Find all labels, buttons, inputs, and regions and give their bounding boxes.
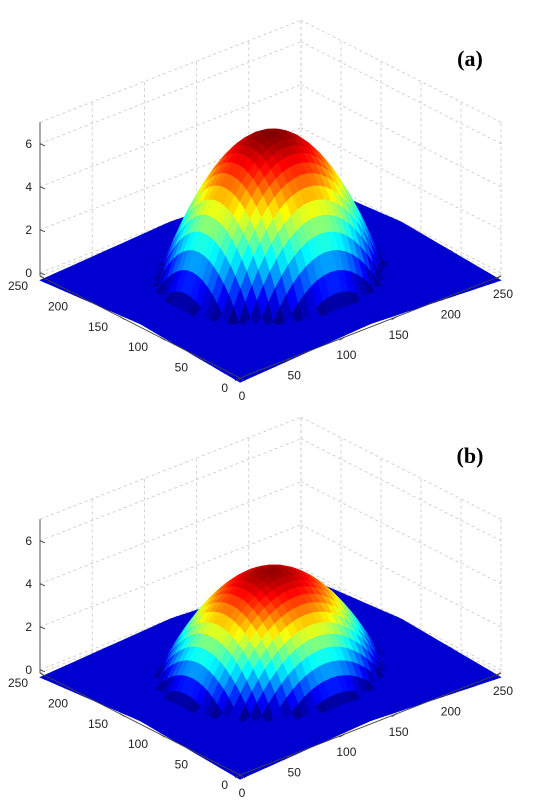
z-tick-label: 0 xyxy=(25,663,32,677)
x-tick-mark xyxy=(234,774,241,779)
wall-grid-line xyxy=(39,127,302,231)
wall-grid-line xyxy=(39,84,302,188)
z-tick-label: 6 xyxy=(25,534,32,548)
wall-grid-line xyxy=(300,19,502,123)
y-tick-label: 50 xyxy=(175,758,189,772)
wall-grid-line xyxy=(39,481,302,585)
wall-grid-line xyxy=(300,84,502,188)
panel-label: (b) xyxy=(457,443,484,468)
z-tick-label: 0 xyxy=(25,266,32,280)
y-tick-mark xyxy=(159,733,166,738)
z-tick-mark xyxy=(39,669,46,673)
x-tick-mark xyxy=(495,672,502,677)
z-tick-mark xyxy=(39,583,46,587)
axes xyxy=(39,122,502,379)
x-tick-label: 250 xyxy=(493,684,513,698)
x-tick-label: 50 xyxy=(288,766,302,780)
y-tick-mark xyxy=(239,377,246,382)
wall-grid-line xyxy=(39,19,302,123)
axes xyxy=(39,519,502,776)
wall-grid-line xyxy=(300,41,502,145)
wall-grid-line xyxy=(300,524,502,628)
y-tick-mark xyxy=(199,357,206,361)
x-tick-label: 200 xyxy=(441,307,461,321)
panel-label: (a) xyxy=(457,46,483,71)
y-tick-label: 50 xyxy=(175,361,189,375)
x-tick-mark xyxy=(286,357,293,361)
surface xyxy=(39,564,502,780)
wall-grid-line xyxy=(39,416,302,520)
y-tick-mark xyxy=(39,672,46,677)
z-tick-mark xyxy=(39,186,46,190)
x-axis-line xyxy=(239,275,502,379)
z-tick-label: 4 xyxy=(25,577,32,591)
z-tick-mark xyxy=(39,540,46,544)
x-tick-mark xyxy=(391,713,397,718)
y-tick-mark xyxy=(39,275,46,280)
y-tick-label: 100 xyxy=(128,737,148,751)
z-tick-label: 6 xyxy=(25,137,32,151)
x-axis-line xyxy=(239,672,502,776)
z-tick-mark xyxy=(39,626,46,630)
x-tick-label: 50 xyxy=(288,369,302,383)
x-tick-mark xyxy=(234,377,241,382)
x-tick-mark xyxy=(339,733,345,738)
y-tick-label: 200 xyxy=(48,696,68,710)
y-tick-mark xyxy=(159,336,166,341)
surface xyxy=(39,128,502,383)
x-tick-mark xyxy=(391,316,397,321)
wall-grid-line xyxy=(300,481,502,585)
x-tick-mark xyxy=(443,693,450,697)
x-tick-mark xyxy=(339,336,345,341)
x-tick-mark xyxy=(443,296,450,300)
y-tick-label: 0 xyxy=(221,778,228,792)
z-tick-mark xyxy=(39,272,46,276)
wall-grid-line xyxy=(300,127,502,231)
x-tick-mark xyxy=(286,754,293,758)
z-tick-label: 4 xyxy=(25,180,32,194)
y-tick-mark xyxy=(79,296,86,300)
y-tick-label: 250 xyxy=(8,676,28,690)
wall-grid-line xyxy=(39,524,302,628)
wall-grid-line xyxy=(39,438,302,542)
x-tick-label: 0 xyxy=(239,786,246,800)
wall-grid-line xyxy=(300,567,502,671)
y-axis-line xyxy=(39,275,241,379)
y-tick-label: 100 xyxy=(128,340,148,354)
wall-grid-line xyxy=(300,438,502,542)
x-tick-label: 250 xyxy=(493,287,513,301)
z-tick-label: 2 xyxy=(25,620,32,634)
y-tick-mark xyxy=(119,713,126,718)
x-tick-label: 100 xyxy=(336,745,356,759)
y-tick-label: 150 xyxy=(88,717,108,731)
y-tick-label: 0 xyxy=(221,381,228,395)
wall-grid-line xyxy=(39,41,302,145)
y-tick-mark xyxy=(199,754,206,758)
y-tick-label: 150 xyxy=(88,320,108,334)
wall-grid-line xyxy=(300,416,502,520)
x-tick-label: 200 xyxy=(441,704,461,718)
x-tick-label: 150 xyxy=(389,725,409,739)
floor-grid-line xyxy=(300,570,502,674)
y-axis-line xyxy=(39,672,241,776)
z-tick-mark xyxy=(39,143,46,147)
y-tick-mark xyxy=(239,774,246,779)
x-tick-label: 150 xyxy=(389,328,409,342)
x-tick-mark xyxy=(495,275,502,280)
x-tick-label: 0 xyxy=(239,389,246,403)
z-tick-label: 2 xyxy=(25,223,32,237)
z-tick-mark xyxy=(39,229,46,233)
y-tick-mark xyxy=(119,316,126,321)
y-tick-mark xyxy=(79,693,86,697)
x-tick-label: 100 xyxy=(336,348,356,362)
y-tick-label: 200 xyxy=(48,299,68,313)
y-tick-label: 250 xyxy=(8,279,28,293)
